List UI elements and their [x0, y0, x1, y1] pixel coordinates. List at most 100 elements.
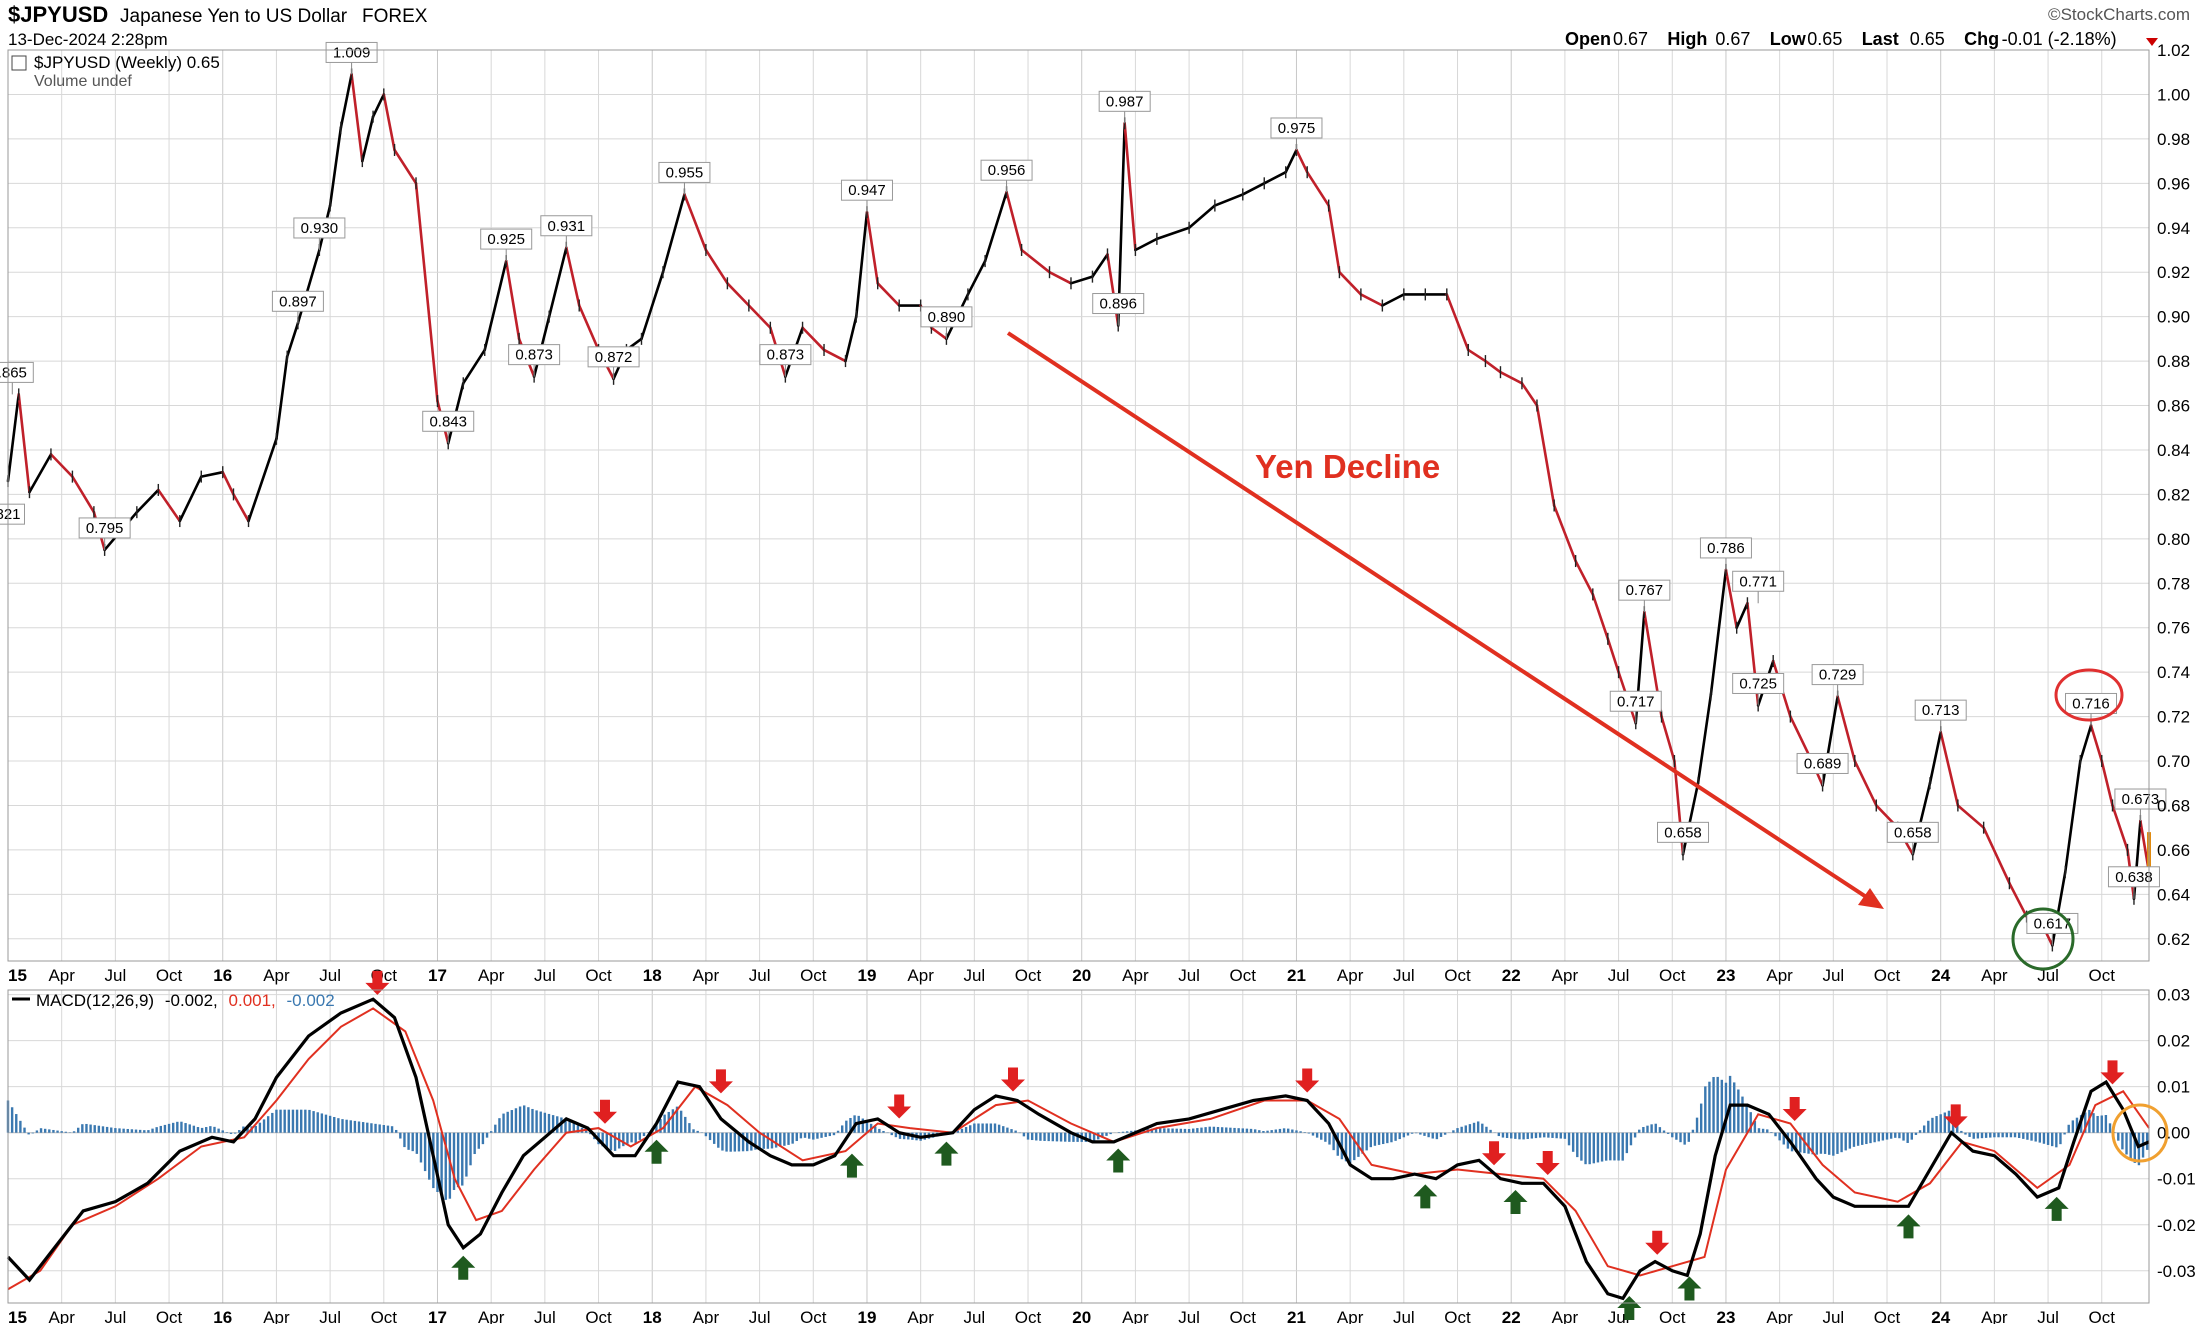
hist-bar: [1171, 1128, 1174, 1133]
hist-bar: [1844, 1132, 1847, 1151]
hist-bar: [1794, 1132, 1798, 1152]
hist-bar: [1225, 1127, 1228, 1133]
hist-bar: [799, 1132, 803, 1139]
macd-x-tick-label: Jul: [1178, 1308, 1200, 1324]
x-tick-label: Apr: [1981, 966, 2008, 985]
hist-bar: [1452, 1130, 1455, 1133]
hist-bar: [333, 1116, 336, 1133]
price-segment: [1681, 781, 1700, 856]
macd-x-tick-label: Jul: [319, 1308, 341, 1324]
hist-bar: [415, 1132, 419, 1154]
callout-text: 0.947: [848, 182, 886, 199]
hist-bar: [2084, 1112, 2087, 1133]
hist-bar: [1167, 1128, 1170, 1133]
hist-bar: [663, 1114, 666, 1133]
hist-bar: [1390, 1132, 1393, 1143]
hist-bar: [502, 1113, 505, 1133]
hist-bar: [217, 1128, 220, 1133]
callout-text: 1.009: [333, 44, 371, 61]
hist-bar: [2129, 1132, 2132, 1159]
price-segment: [414, 182, 439, 403]
callout-text: 0.890: [928, 309, 966, 326]
hist-bar: [1576, 1132, 1579, 1158]
macd-histogram: [6, 1075, 2149, 1200]
callout-text: 0.955: [666, 164, 704, 181]
hist-bar: [613, 1132, 617, 1151]
hist-bar: [155, 1127, 158, 1133]
hist-bar: [1968, 1132, 1971, 1137]
hist-bar: [337, 1118, 340, 1133]
hist-bar: [374, 1123, 377, 1133]
hist-bar: [39, 1128, 43, 1133]
hist-bar: [238, 1130, 241, 1133]
hist-bar: [1993, 1132, 1996, 1138]
macd-x-tick-label: Oct: [1230, 1308, 1257, 1324]
hist-bar: [473, 1132, 476, 1155]
price-segment: [2063, 759, 2082, 874]
price-segment: [1262, 170, 1288, 185]
hist-bar: [1699, 1103, 1703, 1133]
hist-bar: [787, 1132, 790, 1145]
hist-bar: [258, 1122, 262, 1133]
callout-text: 0.843: [429, 413, 467, 430]
hist-bar: [1683, 1132, 1686, 1145]
hist-bar: [114, 1128, 117, 1133]
hist-bar: [824, 1132, 827, 1137]
buy-arrow: [2044, 1196, 2069, 1221]
sell-arrow: [1482, 1141, 1507, 1166]
x-tick-label: 15: [8, 966, 27, 985]
hist-bar: [2013, 1132, 2017, 1138]
hist-bar: [1423, 1132, 1426, 1136]
hist-bar: [973, 1123, 976, 1133]
hist-bar: [836, 1130, 840, 1133]
price-segment: [1155, 226, 1191, 241]
hist-bar: [1749, 1112, 1752, 1133]
hist-bar: [176, 1121, 179, 1133]
sell-arrow: [365, 970, 390, 995]
hist-bar: [2125, 1132, 2128, 1155]
hist-bar: [518, 1106, 522, 1133]
callout-text: 0.673: [2122, 791, 2160, 808]
price-segment: [1020, 248, 1051, 274]
callout-box: [759, 344, 812, 366]
hist-bar: [1406, 1132, 1410, 1136]
hist-bar: [444, 1132, 447, 1200]
hist-bar: [551, 1115, 555, 1133]
price-segment: [2089, 724, 2104, 763]
macd-y-tick-label: 0.01: [2157, 1078, 2190, 1097]
hist-bar: [1369, 1132, 1372, 1148]
hist-bar: [1386, 1132, 1389, 1144]
hist-bar: [1592, 1132, 1596, 1164]
price-segment: [461, 348, 487, 385]
hist-bar: [1043, 1132, 1046, 1141]
hist-bar: [1724, 1082, 1728, 1133]
hist-bar: [1431, 1132, 1434, 1139]
trend-arrow-head: [1858, 888, 1884, 909]
hist-bar: [122, 1128, 125, 1133]
x-tick-label: 17: [428, 966, 447, 985]
hist-bar: [485, 1132, 489, 1138]
hist-bar: [2046, 1132, 2050, 1145]
price-series: [6, 68, 2151, 952]
hist-bar: [2121, 1132, 2124, 1150]
callout-text: 821: [0, 506, 21, 523]
hist-bar: [523, 1105, 526, 1133]
hist-bar: [820, 1132, 823, 1138]
hist-bar: [1125, 1131, 1129, 1133]
hist-bar: [816, 1132, 819, 1139]
callout-box: [271, 290, 324, 312]
y-tick-label: 0.66: [2157, 841, 2190, 860]
hist-bar: [254, 1125, 257, 1133]
hist-bar: [1675, 1132, 1678, 1140]
hist-bar: [1588, 1132, 1591, 1165]
hist-bar: [320, 1113, 324, 1133]
hist-bar: [2017, 1132, 2021, 1139]
price-segment: [1928, 730, 1942, 785]
ohlc-value-2: 0.65: [1807, 29, 1842, 49]
hist-bar: [436, 1132, 439, 1193]
x-tick-label: 21: [1287, 966, 1306, 985]
hist-bar: [692, 1129, 695, 1133]
x-tick-label: Oct: [800, 966, 827, 985]
macd-x-axis: 15 Apr Jul Oct 16 Apr Jul Oct 17 Apr Jul Oct 18 Apr Ju…: [8, 1308, 2115, 1324]
y-tick-label: 1.02: [2157, 41, 2190, 60]
